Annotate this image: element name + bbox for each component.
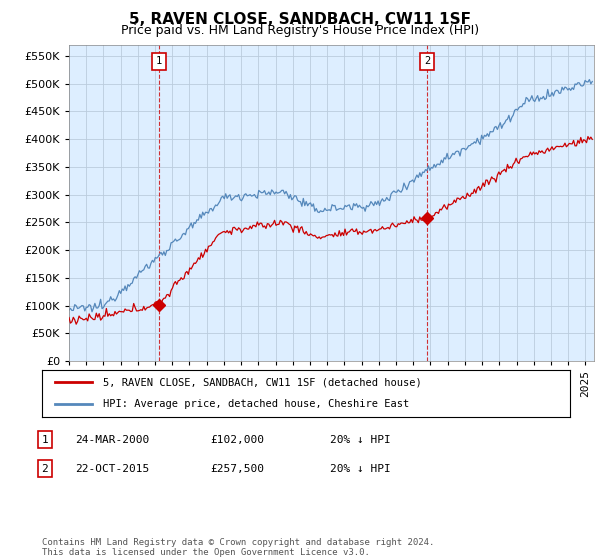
- Text: £257,500: £257,500: [210, 464, 264, 474]
- Text: 24-MAR-2000: 24-MAR-2000: [75, 435, 149, 445]
- Text: 2: 2: [41, 464, 49, 474]
- Text: 20% ↓ HPI: 20% ↓ HPI: [330, 435, 391, 445]
- Text: 1: 1: [41, 435, 49, 445]
- Text: 22-OCT-2015: 22-OCT-2015: [75, 464, 149, 474]
- Text: Price paid vs. HM Land Registry's House Price Index (HPI): Price paid vs. HM Land Registry's House …: [121, 24, 479, 37]
- Text: Contains HM Land Registry data © Crown copyright and database right 2024.
This d: Contains HM Land Registry data © Crown c…: [42, 538, 434, 557]
- Text: 5, RAVEN CLOSE, SANDBACH, CW11 1SF: 5, RAVEN CLOSE, SANDBACH, CW11 1SF: [129, 12, 471, 27]
- Text: HPI: Average price, detached house, Cheshire East: HPI: Average price, detached house, Ches…: [103, 399, 409, 409]
- Text: 1: 1: [156, 57, 162, 67]
- Text: 5, RAVEN CLOSE, SANDBACH, CW11 1SF (detached house): 5, RAVEN CLOSE, SANDBACH, CW11 1SF (deta…: [103, 377, 421, 388]
- Text: £102,000: £102,000: [210, 435, 264, 445]
- Text: 20% ↓ HPI: 20% ↓ HPI: [330, 464, 391, 474]
- Text: 2: 2: [424, 57, 430, 67]
